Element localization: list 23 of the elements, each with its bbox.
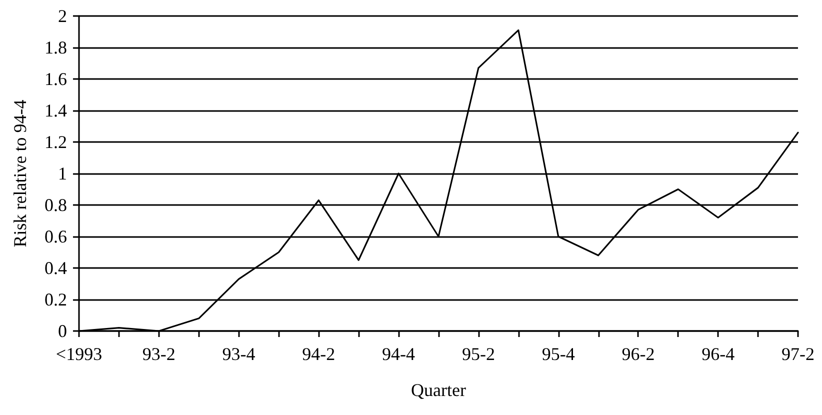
x-tick-label: 94-4 [382,344,416,364]
x-tick-label: <1993 [56,344,102,364]
x-tick-label: 96-4 [702,344,735,364]
x-tick-label: 95-2 [462,344,495,364]
y-tick-label: 1.2 [44,132,67,152]
y-tick-label: 2 [58,6,67,26]
x-tick-label: 93-2 [142,344,176,364]
x-tick-label: 93-4 [222,344,256,364]
y-tick-label: 0.6 [44,226,67,246]
y-tick-label: 0.8 [44,195,67,215]
x-tick-label: 96-2 [622,344,655,364]
y-tick-label: 1.6 [44,69,67,89]
x-tick-label: 95-4 [542,344,575,364]
y-tick-label: 0.2 [44,290,67,310]
y-tick-label: 1.4 [44,100,67,120]
y-tick-label: 0.4 [44,258,67,278]
x-tick-label: 97-2 [782,344,814,364]
y-axis-title: Risk relative to 94-4 [10,100,30,248]
y-tick-label: 1 [58,164,67,184]
y-tick-label: 1.8 [44,38,67,58]
x-axis-title: Quarter [411,380,466,400]
x-tick-label: 94-2 [302,344,336,364]
y-tick-label: 0 [58,321,67,341]
